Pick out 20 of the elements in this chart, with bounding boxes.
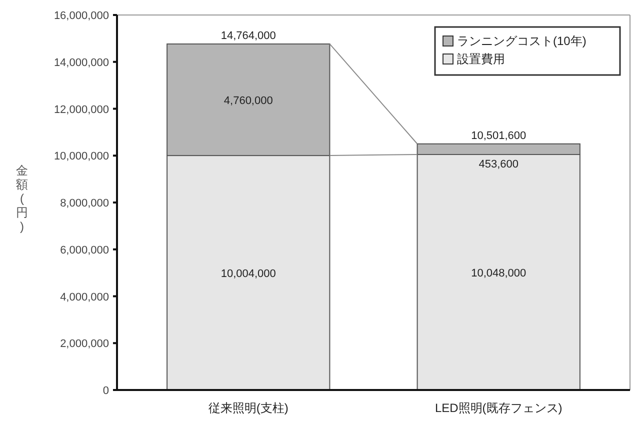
- legend-label: ランニングコスト(10年): [457, 34, 586, 48]
- total-label: 10,501,600: [471, 130, 526, 142]
- y-tick-label: 6,000,000: [60, 244, 109, 256]
- data-label: 453,600: [478, 158, 519, 170]
- y-tick-label: 12,000,000: [54, 104, 109, 116]
- total-label: 14,764,000: [220, 30, 276, 42]
- x-tick-label: LED照明(既存フェンス): [434, 401, 562, 415]
- y-tick-label: 2,000,000: [60, 338, 109, 350]
- data-label: 10,004,000: [220, 268, 276, 280]
- y-tick-label: 10,000,000: [54, 150, 109, 163]
- y-tick-label: 0: [102, 385, 109, 397]
- data-label: 10,048,000: [471, 267, 526, 280]
- y-tick-label: 8,000,000: [60, 198, 109, 210]
- y-axis-title: 金額(円): [16, 164, 28, 234]
- y-tick-label: 4,000,000: [60, 291, 109, 304]
- x-tick-label: 従来照明(支柱): [208, 401, 288, 415]
- y-tick-label: 14,000,000: [54, 56, 109, 69]
- y-tick-label: 16,000,000: [54, 10, 109, 22]
- legend-label: 設置費用: [457, 52, 505, 66]
- data-label: 4,760,000: [224, 94, 273, 107]
